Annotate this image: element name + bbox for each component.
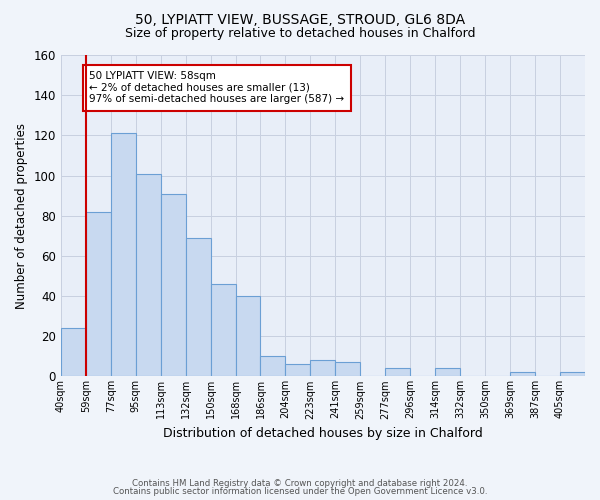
Bar — [510, 372, 535, 376]
Bar — [61, 328, 86, 376]
Bar — [286, 364, 310, 376]
Bar — [185, 238, 211, 376]
Text: Contains public sector information licensed under the Open Government Licence v3: Contains public sector information licen… — [113, 487, 487, 496]
Bar — [136, 174, 161, 376]
Bar — [385, 368, 410, 376]
Text: Contains HM Land Registry data © Crown copyright and database right 2024.: Contains HM Land Registry data © Crown c… — [132, 478, 468, 488]
Bar — [236, 296, 260, 376]
Bar — [310, 360, 335, 376]
Y-axis label: Number of detached properties: Number of detached properties — [15, 122, 28, 308]
Text: Size of property relative to detached houses in Chalford: Size of property relative to detached ho… — [125, 28, 475, 40]
Bar — [435, 368, 460, 376]
Bar — [560, 372, 585, 376]
Text: 50 LYPIATT VIEW: 58sqm
← 2% of detached houses are smaller (13)
97% of semi-deta: 50 LYPIATT VIEW: 58sqm ← 2% of detached … — [89, 71, 344, 104]
X-axis label: Distribution of detached houses by size in Chalford: Distribution of detached houses by size … — [163, 427, 483, 440]
Bar — [161, 194, 185, 376]
Bar — [260, 356, 286, 376]
Bar — [335, 362, 361, 376]
Bar — [211, 284, 236, 376]
Bar — [86, 212, 111, 376]
Bar — [111, 134, 136, 376]
Text: 50, LYPIATT VIEW, BUSSAGE, STROUD, GL6 8DA: 50, LYPIATT VIEW, BUSSAGE, STROUD, GL6 8… — [135, 12, 465, 26]
